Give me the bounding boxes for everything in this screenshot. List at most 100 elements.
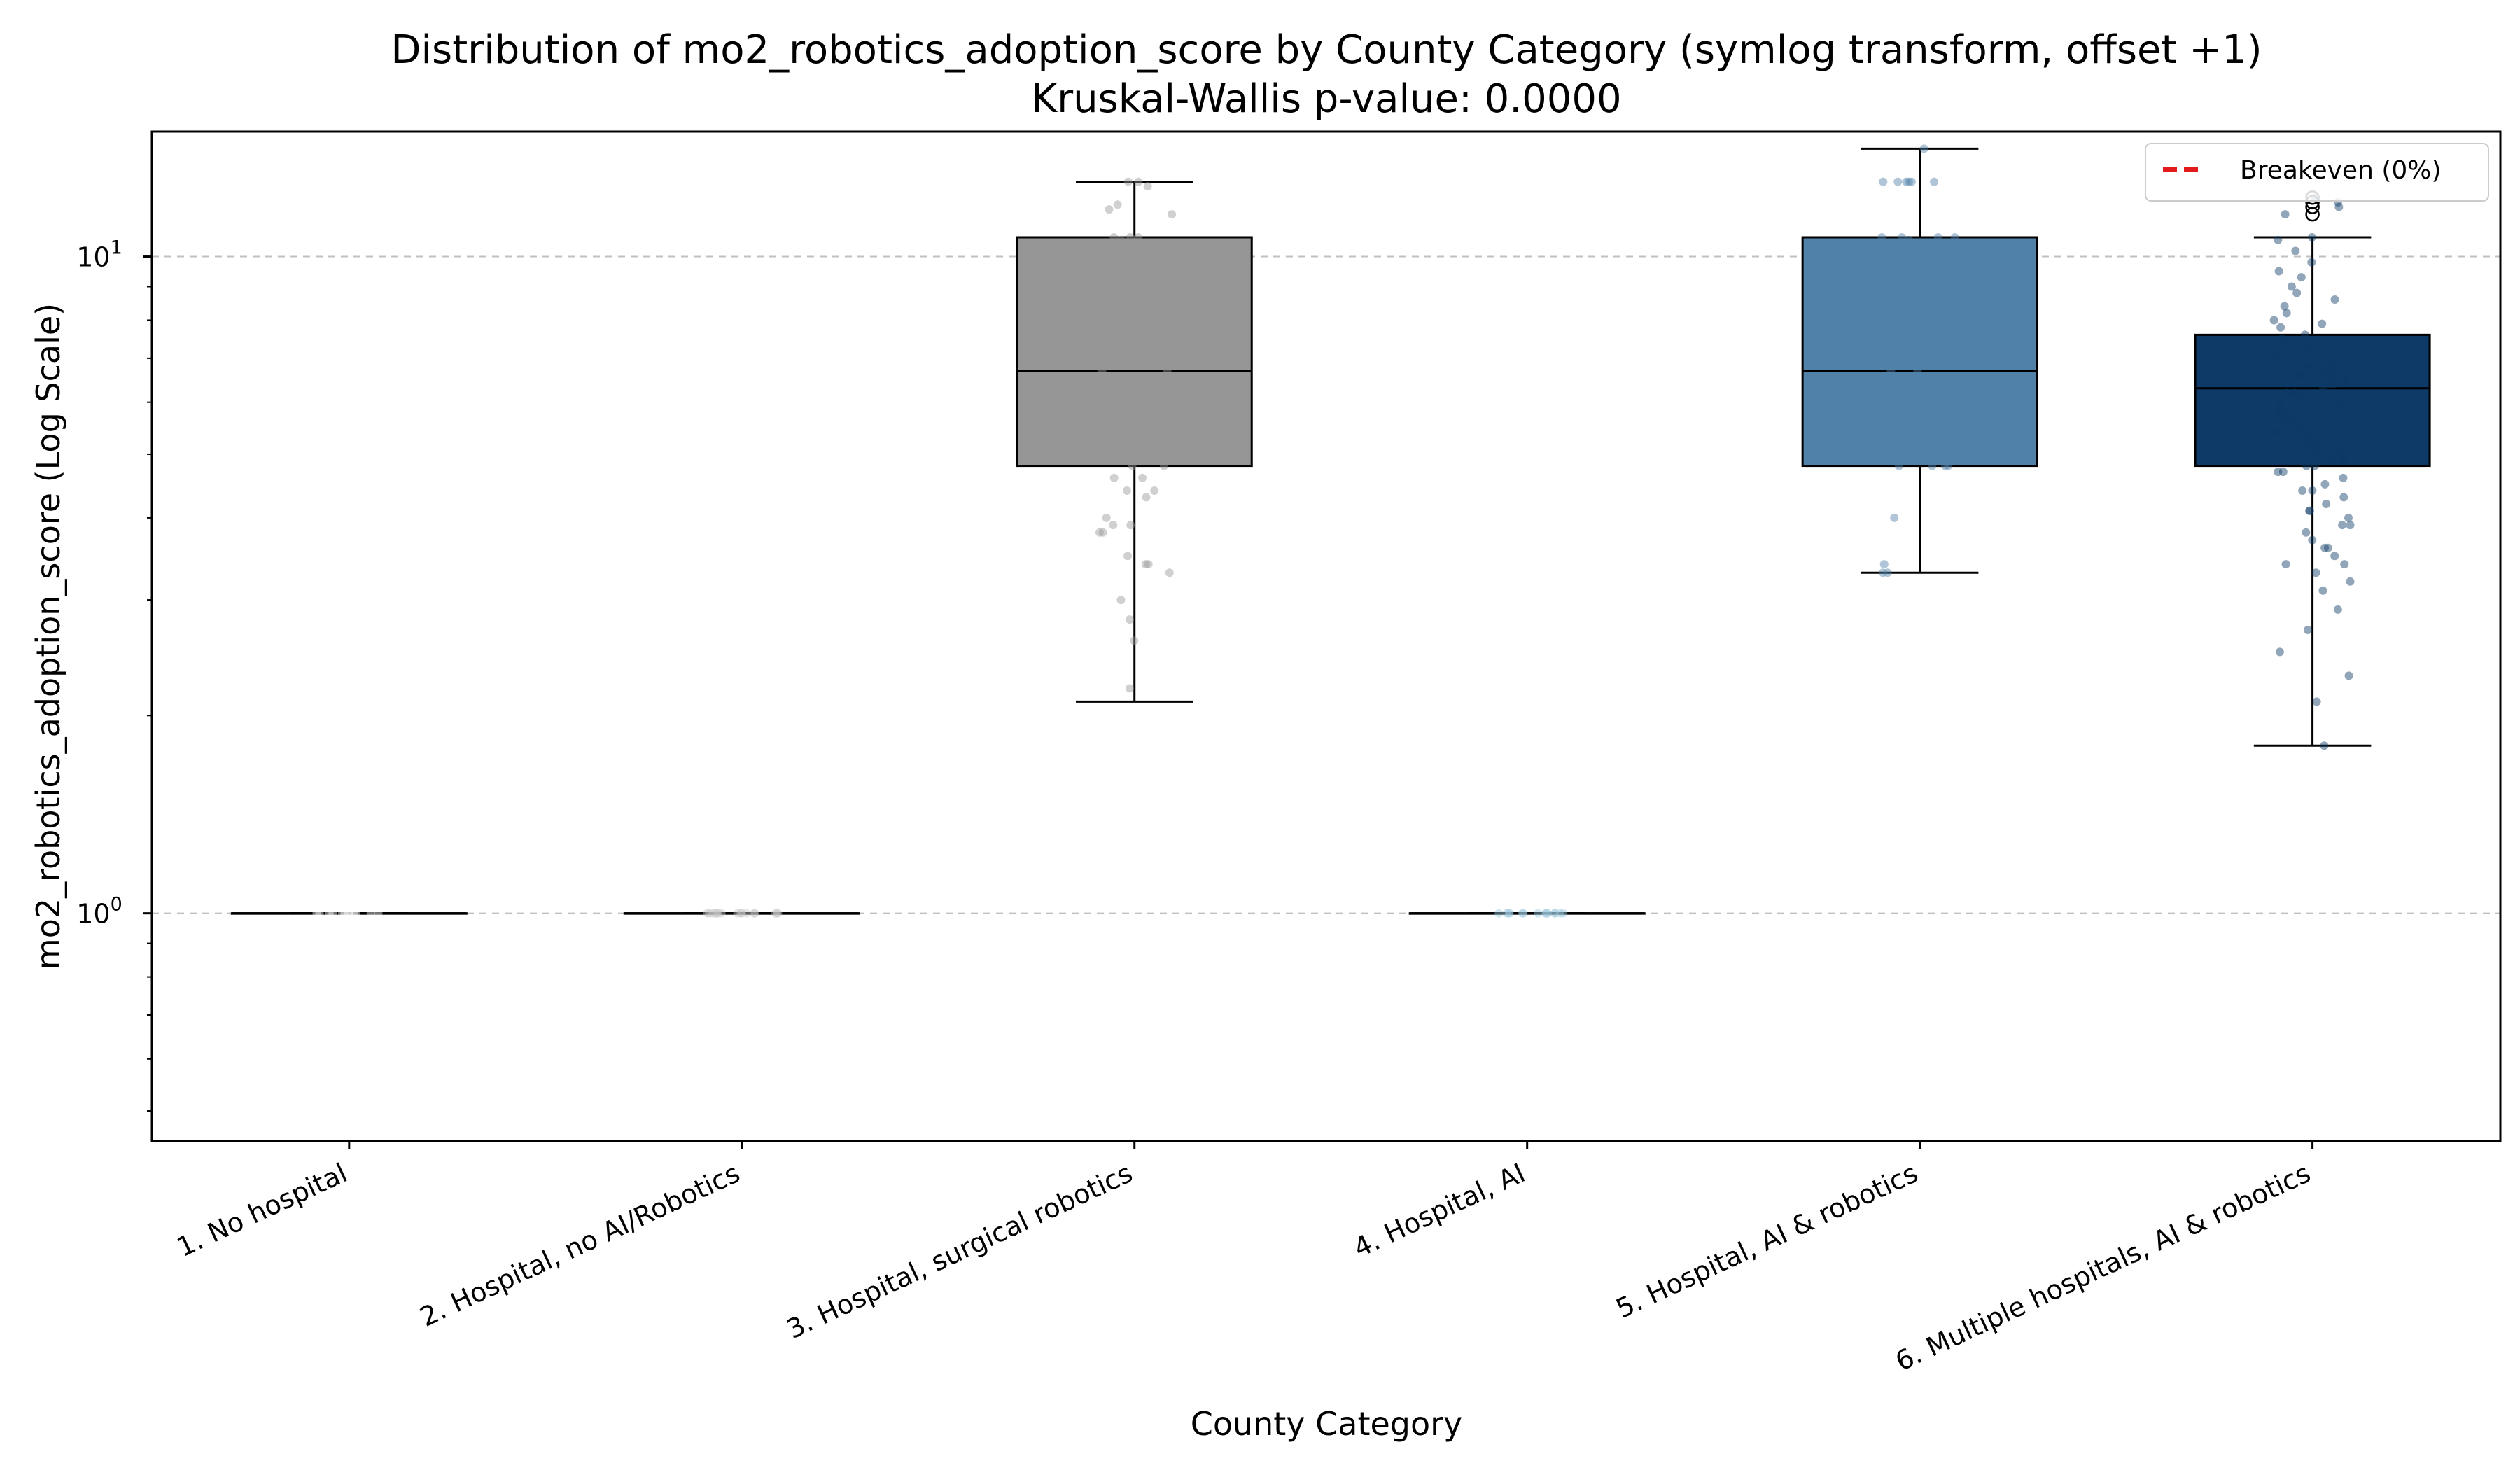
data-point: [1555, 909, 1564, 918]
x-axis-label: County Category: [1191, 1405, 1463, 1443]
data-point: [2328, 358, 2337, 367]
data-point: [2297, 393, 2306, 402]
chart-subtitle: Kruskal-Wallis p-value: 0.0000: [1031, 76, 1621, 122]
data-point: [750, 909, 759, 918]
data-point: [328, 909, 337, 918]
box-group: [2194, 190, 2431, 750]
legend-frame: [2145, 143, 2489, 202]
data-point: [1113, 200, 1122, 209]
data-point: [2305, 506, 2314, 515]
data-point: [1889, 438, 1898, 447]
data-point: [1544, 909, 1553, 918]
data-point: [2290, 388, 2300, 398]
data-point: [1116, 596, 1126, 605]
data-point: [1878, 568, 1887, 578]
data-point: [1897, 407, 1906, 416]
data-point: [1938, 375, 1947, 384]
data-point: [1130, 636, 1139, 645]
legend: Breakeven (0%): [2145, 143, 2489, 202]
data-point: [315, 909, 324, 918]
data-point: [2310, 461, 2319, 470]
data-point: [2337, 449, 2346, 458]
data-point: [2344, 513, 2353, 522]
data-point: [2274, 235, 2283, 244]
data-point: [2339, 493, 2348, 502]
data-point: [2299, 444, 2308, 453]
grid-lines: [152, 255, 2500, 914]
data-point: [1877, 232, 1886, 241]
data-point: [1151, 292, 1160, 301]
data-point: [713, 909, 722, 918]
data-point: [2311, 449, 2320, 458]
data-point: [2278, 468, 2288, 477]
data-point: [1126, 232, 1135, 241]
legend-breakeven-label: Breakeven (0%): [2240, 156, 2442, 185]
data-point: [2339, 473, 2348, 482]
data-point: [2308, 486, 2317, 496]
data-point: [1105, 205, 1114, 214]
data-point: [2346, 521, 2355, 530]
box-iqr: [1801, 236, 2038, 468]
data-point: [1134, 177, 1143, 186]
data-point: [711, 909, 720, 918]
data-point: [2318, 384, 2328, 393]
data-point: [1904, 177, 1913, 186]
data-point: [1902, 177, 1911, 186]
data-point: [1879, 560, 1889, 569]
data-point: [1141, 560, 1150, 569]
data-point: [2310, 438, 2319, 447]
data-point: [2344, 671, 2353, 680]
data-point: [750, 909, 760, 918]
data-point: [2320, 479, 2330, 489]
box-group: [623, 909, 860, 918]
y-tick-label: 101: [76, 237, 122, 273]
data-point: [1144, 560, 1153, 569]
data-point: [351, 909, 360, 918]
data-point: [2285, 412, 2294, 421]
data-point: [2287, 282, 2296, 291]
data-point: [1124, 552, 1133, 561]
data-point: [1541, 909, 1550, 918]
data-point: [1098, 366, 1107, 375]
data-point: [2302, 346, 2311, 355]
data-point: [2304, 626, 2313, 635]
data-point: [2276, 407, 2285, 416]
data-point: [2278, 334, 2287, 343]
data-point: [2307, 232, 2316, 241]
data-point: [2283, 388, 2292, 398]
data-point: [1109, 521, 1118, 530]
data-point: [1922, 238, 1931, 247]
data-point: [2307, 258, 2316, 267]
data-point: [1143, 181, 1152, 190]
data-point: [2303, 438, 2312, 447]
data-point: [1504, 909, 1513, 918]
data-point: [2276, 398, 2285, 407]
data-point: [2275, 648, 2284, 657]
data-point: [1163, 366, 1172, 375]
data-point: [1897, 232, 1906, 241]
data-point: [1946, 398, 1955, 407]
data-point: [2280, 302, 2289, 311]
data-point: [2292, 288, 2302, 298]
chart-title: Distribution of mo2_robotics_adoption_sc…: [391, 27, 2262, 73]
data-point: [1133, 232, 1142, 241]
data-point: [742, 909, 751, 918]
data-point: [2341, 375, 2350, 384]
box-iqr: [2194, 333, 2431, 468]
data-point: [366, 909, 375, 918]
data-point: [338, 909, 347, 918]
data-point: [1913, 366, 1922, 375]
data-point: [344, 909, 353, 918]
data-point: [1142, 493, 1151, 502]
data-point: [1886, 366, 1896, 375]
data-point: [1911, 276, 1920, 285]
data-point: [2337, 402, 2346, 412]
data-point: [1102, 513, 1111, 522]
data-point: [2320, 543, 2330, 552]
data-point: [1879, 177, 1888, 186]
data-point: [2318, 319, 2327, 328]
data-point: [2338, 521, 2347, 530]
data-point: [713, 909, 722, 918]
data-point: [703, 909, 712, 918]
